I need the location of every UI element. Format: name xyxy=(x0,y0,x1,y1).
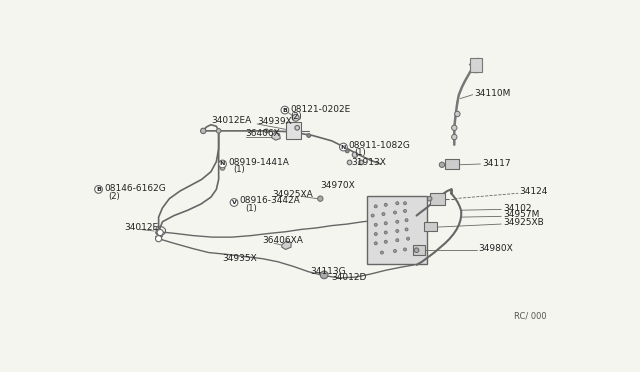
Text: 08916-3442A: 08916-3442A xyxy=(239,196,300,205)
Circle shape xyxy=(405,219,408,222)
Circle shape xyxy=(414,248,419,253)
Circle shape xyxy=(374,232,378,235)
Circle shape xyxy=(396,220,399,223)
Circle shape xyxy=(292,114,299,121)
Circle shape xyxy=(374,242,378,245)
Text: 34957M: 34957M xyxy=(503,210,539,219)
Circle shape xyxy=(340,143,348,151)
Circle shape xyxy=(439,162,445,167)
Text: 36406X: 36406X xyxy=(246,129,280,138)
Text: (2): (2) xyxy=(108,192,120,201)
Circle shape xyxy=(230,199,238,206)
Circle shape xyxy=(406,237,410,240)
Circle shape xyxy=(428,196,432,201)
Circle shape xyxy=(403,209,406,212)
Circle shape xyxy=(374,205,378,208)
Circle shape xyxy=(157,230,163,235)
Text: 34012D: 34012D xyxy=(331,273,367,282)
Circle shape xyxy=(320,271,328,279)
Text: 34124: 34124 xyxy=(520,187,548,196)
Text: (2): (2) xyxy=(291,112,302,121)
Circle shape xyxy=(264,129,268,133)
Text: 08919-1441A: 08919-1441A xyxy=(228,158,289,167)
Text: (1): (1) xyxy=(354,148,366,157)
Circle shape xyxy=(403,202,406,205)
Circle shape xyxy=(405,228,408,231)
Circle shape xyxy=(346,149,349,153)
Text: 34980X: 34980X xyxy=(478,244,513,253)
Bar xyxy=(445,158,459,169)
Bar xyxy=(285,122,301,139)
Text: B: B xyxy=(96,187,101,192)
Text: 08911-1082G: 08911-1082G xyxy=(349,141,411,150)
Circle shape xyxy=(384,240,387,243)
Circle shape xyxy=(352,152,358,157)
Circle shape xyxy=(452,125,457,131)
Text: 34970X: 34970X xyxy=(320,181,355,190)
Text: 34935X: 34935X xyxy=(223,254,257,263)
Text: RC/ 000: RC/ 000 xyxy=(515,311,547,320)
Circle shape xyxy=(384,203,387,206)
Circle shape xyxy=(380,251,383,254)
Circle shape xyxy=(219,160,227,168)
Circle shape xyxy=(403,248,406,251)
Circle shape xyxy=(382,212,385,216)
Bar xyxy=(413,245,425,255)
Circle shape xyxy=(216,129,221,133)
Text: N: N xyxy=(340,145,346,150)
Polygon shape xyxy=(282,241,291,250)
Circle shape xyxy=(200,128,206,134)
Text: 34012E: 34012E xyxy=(125,224,159,232)
Circle shape xyxy=(454,111,460,117)
Circle shape xyxy=(317,196,323,201)
Circle shape xyxy=(384,231,387,234)
Circle shape xyxy=(396,230,399,232)
Circle shape xyxy=(374,223,378,226)
Circle shape xyxy=(384,222,387,225)
Circle shape xyxy=(348,160,352,165)
Text: 34925XB: 34925XB xyxy=(503,218,543,227)
Text: 34117: 34117 xyxy=(482,159,511,168)
Circle shape xyxy=(394,211,397,214)
Text: 34012EA: 34012EA xyxy=(211,116,252,125)
Circle shape xyxy=(452,134,457,140)
Text: 36406XA: 36406XA xyxy=(262,237,303,246)
Bar xyxy=(470,58,482,73)
Circle shape xyxy=(281,106,289,114)
Text: B: B xyxy=(282,108,287,113)
Circle shape xyxy=(156,229,161,234)
Circle shape xyxy=(220,166,225,170)
Bar xyxy=(429,193,445,205)
Text: 34113G: 34113G xyxy=(310,266,346,276)
Circle shape xyxy=(359,160,364,165)
Circle shape xyxy=(95,186,102,193)
Bar xyxy=(367,196,427,264)
Text: 31913X: 31913X xyxy=(351,158,386,167)
Circle shape xyxy=(396,239,399,242)
Text: 34102: 34102 xyxy=(503,204,531,213)
Text: N: N xyxy=(220,161,225,167)
Text: 08121-0202E: 08121-0202E xyxy=(291,105,351,114)
Text: (1): (1) xyxy=(245,204,257,213)
Circle shape xyxy=(394,250,397,253)
Circle shape xyxy=(307,134,310,137)
Text: (1): (1) xyxy=(234,165,245,174)
Text: 34925XA: 34925XA xyxy=(273,190,314,199)
Circle shape xyxy=(396,202,399,205)
Text: 34939X: 34939X xyxy=(257,117,292,126)
Circle shape xyxy=(295,125,300,130)
Text: 34110M: 34110M xyxy=(474,89,511,97)
Circle shape xyxy=(371,214,374,217)
Text: 08146-6162G: 08146-6162G xyxy=(104,184,166,193)
Circle shape xyxy=(156,235,162,242)
Text: V: V xyxy=(232,200,237,205)
Bar xyxy=(424,222,436,231)
Polygon shape xyxy=(272,132,280,140)
